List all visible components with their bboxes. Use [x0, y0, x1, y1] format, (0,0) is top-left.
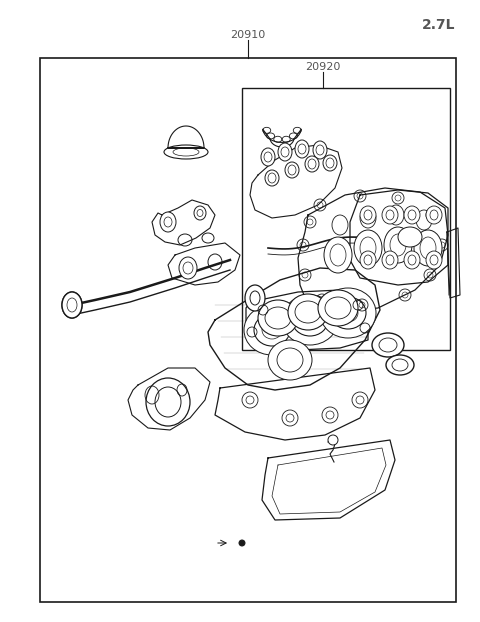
Ellipse shape: [258, 300, 298, 336]
Ellipse shape: [295, 140, 309, 158]
Ellipse shape: [426, 251, 442, 269]
Polygon shape: [262, 440, 395, 520]
Ellipse shape: [313, 141, 327, 159]
Ellipse shape: [382, 206, 398, 224]
Ellipse shape: [268, 340, 312, 380]
Polygon shape: [208, 268, 380, 390]
Ellipse shape: [146, 378, 190, 426]
Polygon shape: [350, 190, 448, 285]
Ellipse shape: [384, 227, 412, 263]
Ellipse shape: [414, 230, 442, 266]
Bar: [40, 58, 456, 602]
Ellipse shape: [62, 292, 82, 318]
Ellipse shape: [360, 251, 376, 269]
Ellipse shape: [404, 251, 420, 269]
Ellipse shape: [160, 212, 176, 232]
Ellipse shape: [404, 206, 420, 224]
Ellipse shape: [324, 237, 352, 273]
Ellipse shape: [239, 540, 245, 546]
Ellipse shape: [288, 294, 328, 330]
Ellipse shape: [285, 162, 299, 178]
Ellipse shape: [382, 251, 398, 269]
Ellipse shape: [261, 148, 275, 166]
Text: 20910: 20910: [230, 30, 265, 40]
Polygon shape: [246, 290, 368, 350]
Ellipse shape: [354, 230, 382, 266]
Ellipse shape: [426, 206, 442, 224]
Text: 2.7L: 2.7L: [421, 18, 455, 32]
Polygon shape: [250, 145, 342, 218]
Polygon shape: [215, 368, 375, 440]
Ellipse shape: [328, 435, 338, 445]
Text: 20920: 20920: [305, 62, 341, 72]
Ellipse shape: [320, 288, 376, 338]
Ellipse shape: [244, 305, 300, 355]
Ellipse shape: [372, 333, 404, 357]
Ellipse shape: [245, 285, 265, 311]
Ellipse shape: [386, 355, 414, 375]
Polygon shape: [128, 368, 210, 430]
Ellipse shape: [179, 257, 197, 279]
Bar: [242, 88, 450, 350]
Ellipse shape: [323, 155, 337, 171]
Ellipse shape: [278, 143, 292, 161]
Ellipse shape: [398, 227, 422, 247]
Ellipse shape: [265, 170, 279, 186]
Ellipse shape: [305, 156, 319, 172]
Ellipse shape: [194, 206, 206, 220]
Polygon shape: [152, 200, 215, 245]
Polygon shape: [168, 243, 240, 285]
Ellipse shape: [282, 295, 338, 345]
Ellipse shape: [360, 206, 376, 224]
Ellipse shape: [318, 290, 358, 326]
Polygon shape: [298, 188, 448, 312]
